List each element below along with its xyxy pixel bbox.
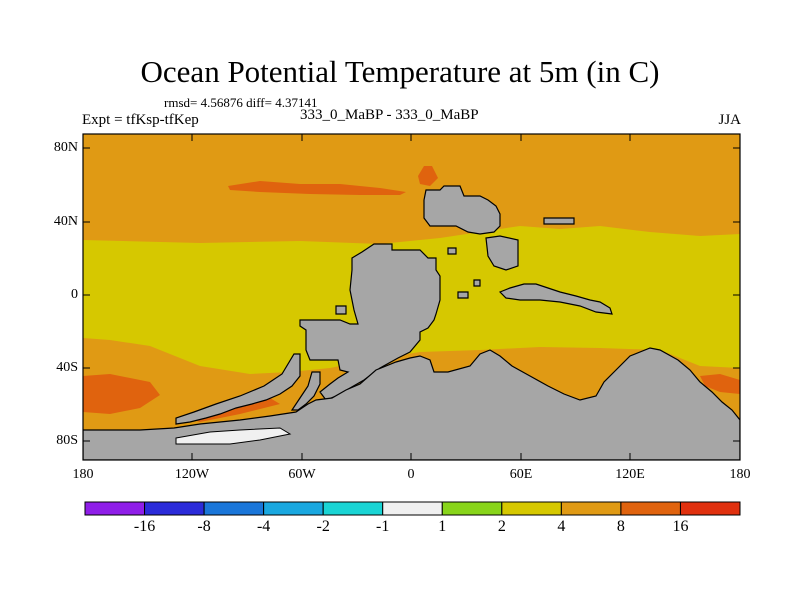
land-island-1 (473, 279, 481, 287)
colorbar-swatch (620, 501, 681, 516)
colorbar-label: -16 (133, 518, 156, 535)
lat-tick-0: 0 (71, 287, 78, 302)
colorbar-swatch (441, 501, 503, 516)
colorbar-label: 16 (672, 518, 689, 535)
colorbar-label: -1 (376, 518, 390, 535)
colorbar-label: 8 (616, 518, 625, 535)
colorbar-label: 4 (557, 518, 566, 535)
lon-tick-60e: 60E (509, 467, 533, 482)
colorbar-swatch (263, 501, 324, 516)
lon-tick-120w: 120W (174, 467, 210, 482)
colorbar-swatch (501, 501, 562, 516)
colorbar-label: -8 (197, 518, 211, 535)
colorbar-label: -4 (256, 518, 271, 535)
land-island-east (543, 217, 575, 225)
land-north-block (423, 185, 501, 235)
chart-title: Ocean Potential Temperature at 5m (in C) (140, 54, 660, 89)
warm-region-southwest (83, 374, 160, 414)
colorbar-swatch (560, 501, 622, 516)
land-peninsula-mid (290, 371, 321, 411)
colorbar-swatch (322, 501, 384, 516)
lat-tick-80s: 80S (56, 433, 78, 448)
lon-tick-180w: 180 (72, 467, 94, 482)
stats-label: rmsd= 4.56876 diff= 4.37141 (164, 95, 318, 110)
case-label: 333_0_MaBP - 333_0_MaBP (300, 107, 479, 123)
land-island-4 (335, 305, 347, 315)
warm-spot-north (418, 166, 438, 186)
warm-spot-southeast (700, 374, 740, 394)
axis-ticks (83, 134, 740, 460)
land-peninsula-west (175, 353, 301, 425)
lat-tick-40n: 40N (53, 214, 78, 229)
colorbar-label: 1 (438, 518, 447, 535)
lat-tick-40s: 40S (56, 360, 78, 375)
warm-band-north (228, 181, 406, 195)
colorbar-swatch (382, 501, 443, 516)
colorbar (84, 501, 741, 516)
lon-tick-180e: 180 (729, 467, 751, 482)
land-east-strip (498, 283, 613, 315)
lon-tick-60w: 60W (288, 467, 316, 482)
colorbar-swatch (203, 501, 265, 516)
land-north-strip (485, 235, 519, 271)
land-island-2 (457, 291, 469, 299)
land-island-3 (447, 247, 457, 255)
lat-tick-80n: 80N (53, 140, 78, 155)
lon-tick-0: 0 (407, 467, 415, 482)
lon-tick-120e: 120E (615, 467, 645, 482)
season-label: JJA (718, 112, 741, 128)
colorbar-swatch (144, 501, 205, 516)
near-zero-patch (175, 427, 292, 445)
experiment-label: Expt = tfKsp-tfKep (82, 112, 199, 128)
colorbar-label: -2 (316, 518, 330, 535)
colorbar-label: 2 (497, 518, 506, 535)
colorbar-swatch (84, 501, 146, 516)
colorbar-swatch (679, 501, 741, 516)
